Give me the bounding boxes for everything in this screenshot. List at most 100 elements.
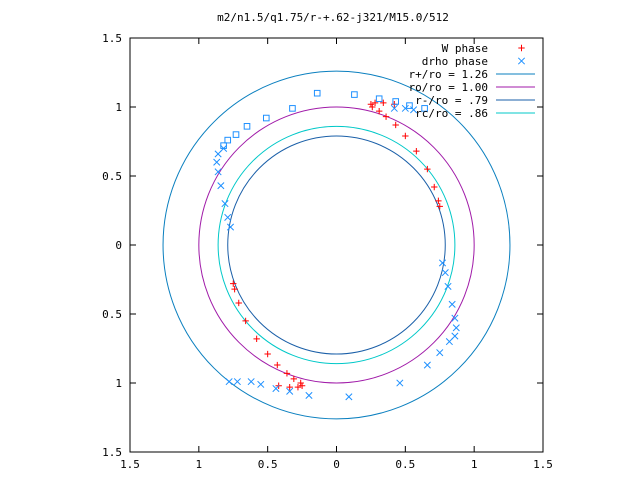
drho-phase-point (452, 324, 460, 332)
reference-circle (162, 70, 511, 420)
w-phase-point (367, 101, 375, 108)
x-tick-label: 1 (471, 458, 478, 471)
w-phase-point (369, 103, 376, 111)
w-phase-point (435, 197, 442, 205)
w-phase-point (380, 99, 387, 107)
w-phase-point (230, 280, 237, 287)
square-point (243, 123, 251, 130)
reference-circle (217, 125, 456, 365)
axis-ticks: 1.5 1 0.5 0 0.5 1 1.51.510.500.511.5 (102, 32, 553, 471)
y-tick-label: 0 (115, 239, 122, 252)
drho-phase-point (451, 314, 459, 322)
legend-label: rc/ro = .86 (415, 107, 488, 120)
square-point (375, 95, 383, 103)
drho-phase-point (214, 150, 222, 158)
w-phase-point (253, 335, 260, 343)
x-tick-label: 0 (333, 458, 340, 471)
w-phase-point (371, 99, 379, 107)
drho-phase-point (423, 361, 431, 369)
square-point (351, 91, 358, 98)
drho-phase-point (221, 200, 229, 208)
square-point (232, 131, 240, 138)
square-point (392, 98, 399, 105)
square-point (224, 136, 232, 144)
w-phase-point (235, 299, 242, 307)
reference-circles (162, 70, 511, 420)
w-phase-point (413, 147, 420, 155)
square-point (289, 105, 296, 112)
drho-phase-point (410, 106, 418, 114)
drho-phase-point (438, 259, 447, 267)
drho-phase-point (345, 393, 353, 401)
reference-circle (198, 106, 475, 384)
square-point (421, 105, 428, 112)
drho-phase-point (217, 182, 225, 190)
drho-phase-point (444, 282, 452, 290)
legend-label: ro/ro = 1.00 (409, 81, 488, 94)
drho-phase-point (451, 332, 459, 340)
w-phase-point (290, 375, 298, 383)
w-phase-point (424, 165, 431, 173)
square-point (220, 142, 227, 149)
drho-phase-point (445, 338, 453, 346)
drho-phase-point (448, 300, 456, 308)
y-tick-label: 1.5 (102, 446, 122, 459)
drho-phase-point (226, 223, 235, 231)
series-group (220, 89, 428, 149)
w-phase-point (242, 317, 249, 325)
x-tick-label: 0.5 (258, 458, 278, 471)
reference-circle (227, 135, 446, 355)
w-phase-point (431, 183, 438, 191)
series-group (230, 99, 443, 391)
y-tick-label: 1 (115, 377, 122, 390)
w-phase-point (264, 350, 271, 358)
drho-phase-point (286, 387, 294, 395)
w-phase-point (382, 113, 390, 120)
w-phase-point (298, 382, 306, 389)
drho-phase-point (272, 384, 280, 393)
w-phase-point (518, 44, 525, 52)
drho-phase-point (305, 391, 313, 399)
drho-phase-point (214, 168, 222, 176)
square-point (313, 89, 321, 97)
w-phase-point (392, 121, 399, 129)
w-phase-point (274, 361, 281, 369)
w-phase-point (283, 370, 291, 377)
square-point (262, 114, 270, 122)
data-series (213, 89, 460, 401)
drho-phase-point (517, 57, 526, 65)
drho-phase-point (247, 378, 255, 386)
drho-phase-point (401, 104, 409, 112)
legend-label: drho phase (422, 55, 488, 68)
drho-phase-point (390, 104, 398, 112)
drho-phase-point (225, 378, 233, 386)
x-tick-label: 1.5 (120, 458, 140, 471)
legend-label: r+/ro = 1.26 (409, 68, 488, 81)
square-point (406, 102, 413, 109)
chart-title: m2/n1.5/q1.75/r-+.62-j321/M15.0/512 (217, 11, 449, 24)
w-phase-point (286, 383, 293, 391)
y-tick-label: 1.5 (102, 32, 122, 45)
w-phase-point (375, 107, 383, 115)
legend-label: W phase (442, 42, 488, 55)
w-phase-point (294, 383, 302, 391)
drho-phase-point (441, 269, 449, 277)
drho-phase-point (213, 158, 221, 166)
drho-phase-point (257, 380, 265, 388)
drho-phase-point (233, 378, 241, 386)
x-tick-label: 1 (196, 458, 203, 471)
w-phase-point (402, 132, 409, 140)
drho-phase-point (396, 379, 404, 387)
legend-label: r-/ro = .79 (415, 94, 488, 107)
x-tick-label: 1.5 (533, 458, 553, 471)
y-tick-label: 0.5 (102, 308, 122, 321)
series-group (213, 104, 460, 401)
y-tick-label: 1 (115, 101, 122, 114)
w-phase-point (231, 285, 238, 293)
drho-phase-point (436, 349, 444, 357)
w-phase-point (436, 203, 443, 210)
w-phase-point (297, 379, 304, 387)
x-tick-label: 0.5 (395, 458, 415, 471)
